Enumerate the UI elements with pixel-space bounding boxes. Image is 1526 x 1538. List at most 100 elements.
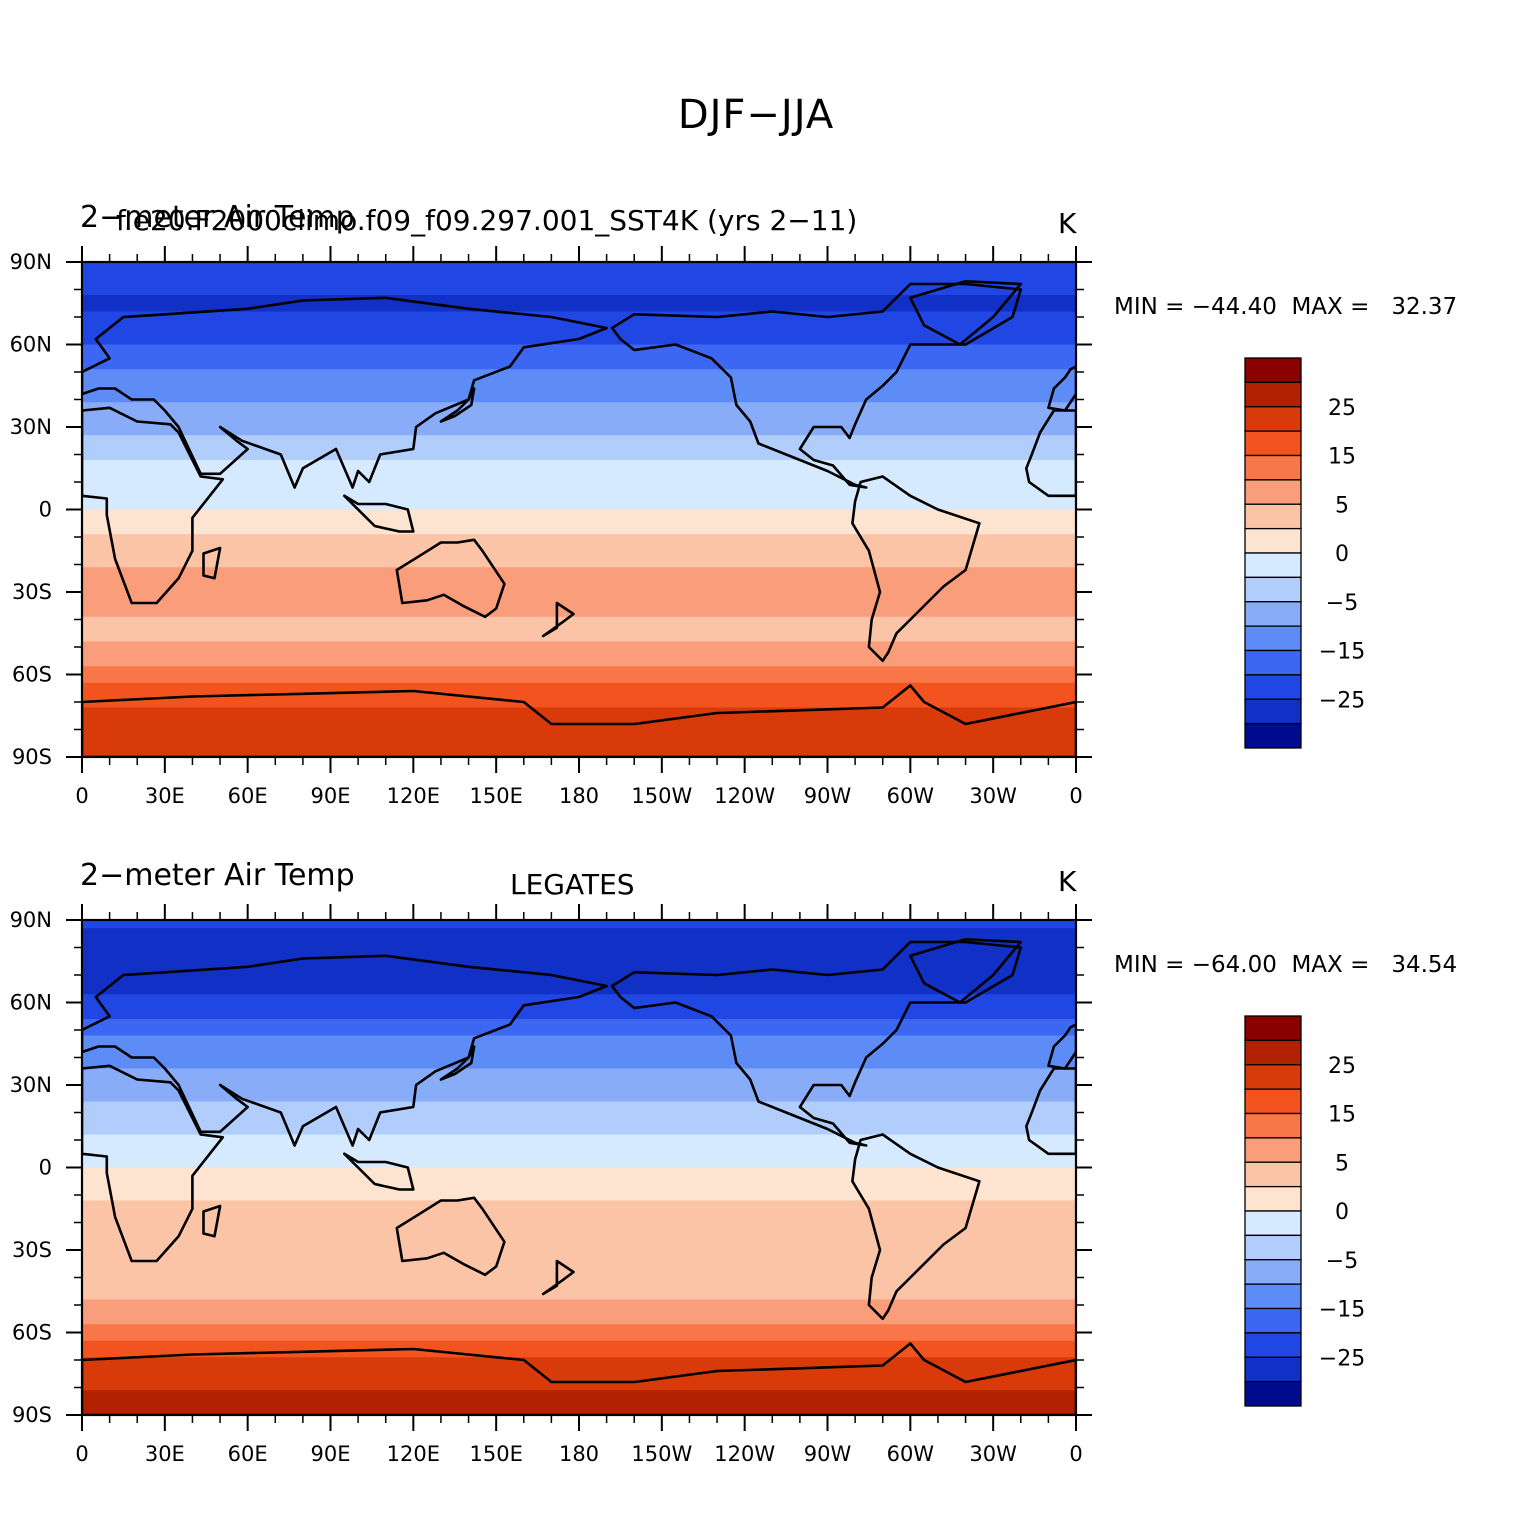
field-band	[82, 707, 1076, 717]
panel-case-label: f.e20.F2000climo.f09_f09.297.001_SST4K (…	[116, 204, 858, 237]
field-band	[82, 476, 1076, 486]
field-band	[82, 1109, 1076, 1119]
y-tick-label: 0	[39, 1156, 52, 1180]
coastline-indonesia	[342, 1152, 415, 1191]
colorbar-label: −5	[1326, 1249, 1358, 1274]
field-band	[82, 1349, 1076, 1358]
x-tick-label: 90W	[804, 784, 852, 808]
colorbar-box	[1244, 430, 1302, 457]
field-band	[82, 1382, 1076, 1391]
y-tick-label: 60S	[12, 1321, 52, 1345]
field-band	[82, 1266, 1076, 1276]
field-band	[82, 969, 1076, 979]
colorbar-label: 15	[1328, 1103, 1356, 1128]
field-band	[82, 658, 1076, 667]
field-band	[82, 443, 1076, 453]
colorbar-box	[1244, 1380, 1302, 1407]
field-band	[82, 732, 1076, 742]
field-band	[82, 1316, 1076, 1325]
field-band	[82, 427, 1076, 436]
field-band	[82, 1192, 1076, 1202]
coastline-madagascar	[202, 546, 222, 580]
y-tick-label: 90S	[12, 1403, 52, 1427]
temperature-field	[82, 262, 1076, 757]
colorbar-box	[1244, 1137, 1302, 1163]
colorbar-box	[1244, 1234, 1302, 1261]
field-band	[82, 633, 1076, 643]
x-tick-label: 30W	[969, 784, 1017, 808]
field-band	[82, 953, 1076, 962]
colorbar-label: −15	[1319, 640, 1365, 665]
field-band	[82, 1283, 1076, 1292]
colorbar-box	[1244, 1283, 1302, 1310]
coastline-eurasia	[82, 296, 608, 489]
field-band	[82, 394, 1076, 403]
coastline-greenland	[908, 280, 1023, 346]
colorbar-box	[1244, 406, 1302, 432]
field-band	[82, 1307, 1076, 1317]
field-band	[82, 944, 1076, 954]
field-band	[82, 526, 1076, 535]
x-tick-label: 30W	[969, 1442, 1017, 1466]
field-band	[82, 1233, 1076, 1243]
figure-title: DJF−JJA	[677, 92, 835, 138]
field-band	[82, 1076, 1076, 1086]
coastlines	[82, 938, 1076, 1415]
coastline-australia	[395, 538, 506, 619]
colorbar-box	[1244, 625, 1302, 652]
colorbar-box	[1244, 698, 1302, 725]
field-band	[82, 484, 1076, 494]
colorbar-box	[1244, 1185, 1302, 1212]
field-band	[82, 286, 1076, 296]
field-band	[82, 699, 1076, 709]
field-band	[82, 1200, 1076, 1210]
field-band	[82, 1126, 1076, 1136]
x-tick-label: 120W	[714, 1442, 775, 1466]
colorbar-label: −15	[1319, 1298, 1365, 1323]
field-band	[82, 961, 1076, 971]
field-band	[82, 1043, 1076, 1053]
field-band	[82, 1217, 1076, 1226]
field-band	[82, 278, 1076, 288]
field-band	[82, 435, 1076, 445]
coastline-greenland	[908, 938, 1023, 1004]
field-band	[82, 262, 1076, 271]
field-band	[82, 1390, 1076, 1400]
field-band	[82, 1398, 1076, 1408]
x-tick-label: 0	[75, 1442, 88, 1466]
colorbar-label: 25	[1328, 396, 1356, 421]
field-band	[82, 1324, 1076, 1334]
x-tick-label: 90E	[311, 1442, 351, 1466]
colorbar-label: 5	[1335, 493, 1349, 518]
field-band	[82, 666, 1076, 676]
coastline-australia	[395, 1196, 506, 1277]
field-band	[82, 451, 1076, 461]
field-band	[82, 715, 1076, 725]
coastline-europe-west	[1047, 365, 1076, 412]
field-band	[82, 468, 1076, 478]
y-tick-label: 60N	[10, 333, 52, 357]
colorbar-box	[1244, 576, 1302, 603]
coastlines	[82, 280, 1076, 757]
field-band	[82, 1291, 1076, 1301]
colorbar-box	[1244, 503, 1302, 530]
colorbar-box	[1244, 1064, 1302, 1090]
field-band	[82, 410, 1076, 420]
field-band	[82, 1151, 1076, 1160]
field-band	[82, 928, 1076, 938]
field-band	[82, 616, 1076, 626]
x-tick-label: 120E	[387, 784, 440, 808]
field-band	[82, 402, 1076, 412]
colorbar-box	[1244, 1356, 1302, 1383]
field-band	[82, 1250, 1076, 1259]
x-tick-label: 180	[559, 1442, 599, 1466]
coastline-japan	[439, 387, 476, 423]
colorbar-label: 25	[1328, 1054, 1356, 1079]
y-tick-label: 30S	[12, 1238, 52, 1262]
x-tick-label: 60E	[228, 784, 268, 808]
field-band	[82, 1225, 1076, 1235]
coastline-n-america	[610, 940, 1023, 1147]
x-tick-label: 90E	[311, 784, 351, 808]
x-tick-label: 150W	[631, 1442, 692, 1466]
field-band	[82, 994, 1076, 1004]
